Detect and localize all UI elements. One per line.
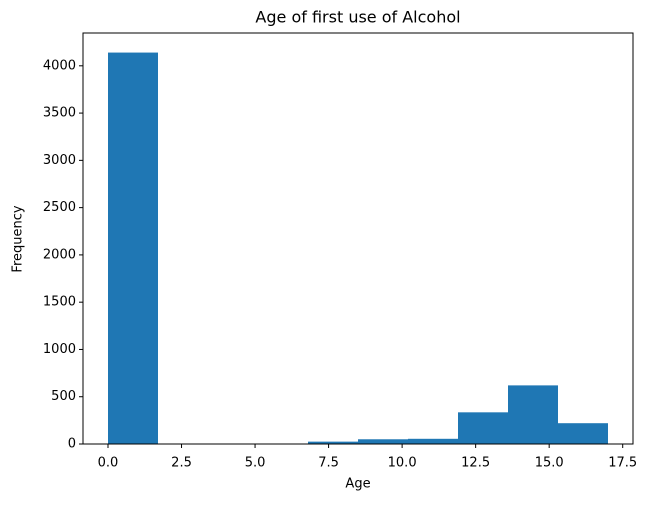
bar	[558, 423, 608, 444]
y-tick-label: 2500	[43, 200, 76, 215]
bar	[408, 439, 458, 444]
y-tick-label: 1500	[43, 295, 76, 310]
bar	[508, 385, 558, 444]
y-tick-label: 2000	[43, 247, 76, 262]
plot-frame	[83, 33, 633, 444]
chart-title: Age of first use of Alcohol	[255, 8, 460, 27]
x-tick-label: 2.5	[171, 456, 192, 471]
x-axis-label: Age	[345, 477, 370, 492]
y-axis-label: Frequency	[11, 205, 26, 272]
y-tick-label: 1000	[43, 342, 76, 357]
y-tick-label: 3500	[43, 106, 76, 121]
x-tick-label: 15.0	[535, 456, 564, 471]
bar	[108, 53, 158, 444]
x-tick-label: 7.5	[318, 456, 339, 471]
x-tick-label: 12.5	[461, 456, 490, 471]
y-tick-label: 0	[68, 437, 76, 452]
x-tick-label: 17.5	[608, 456, 637, 471]
x-tick-label: 5.0	[245, 456, 266, 471]
y-tick-label: 3000	[43, 153, 76, 168]
y-tick-label: 4000	[43, 58, 76, 73]
bar	[358, 439, 408, 444]
x-tick-label: 10.0	[388, 456, 417, 471]
bar	[458, 412, 508, 444]
x-tick-label: 0.0	[98, 456, 119, 471]
y-tick-label: 500	[51, 389, 76, 404]
